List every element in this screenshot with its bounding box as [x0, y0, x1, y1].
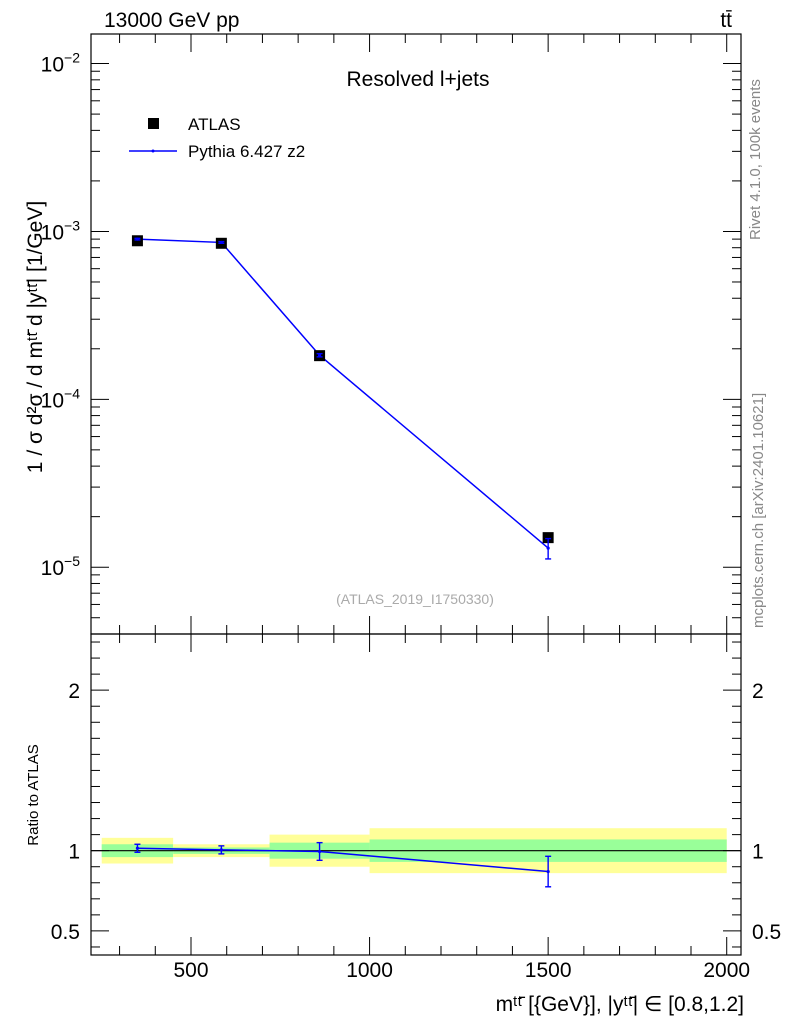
legend-marker-atlas [148, 118, 159, 129]
xtick-label: 2000 [703, 959, 750, 982]
ratio-panel: 0.5 0.5 1 1 2 2 500 1000 1500 2000 Ratio to ATLAS… [25, 633, 781, 1016]
ratio-point [219, 848, 223, 852]
ratio-ytick-label-left: 1 [68, 841, 80, 864]
pythia-line [137, 238, 549, 549]
main-panel-ticks [91, 34, 741, 635]
atlas-point [131, 235, 143, 247]
main-y-axis-label: 1 / σ d²σ / d mᵗᵗ̄ d |yᵗᵗ̄| [1/GeV] [24, 201, 47, 473]
main-ytick-labels: 10−5 10−4 10−3 10−2 [41, 50, 81, 581]
ratio-ytick-label-right: 0.5 [752, 921, 781, 944]
ratio-ytick-label-right: 1 [752, 841, 764, 864]
ratio-ytick-label-left: 2 [68, 680, 80, 703]
ratio-tick-labels: 0.5 0.5 1 1 2 2 500 1000 1500 2000 [51, 680, 781, 982]
ratio-point [317, 849, 322, 854]
legend-label-atlas: ATLAS [188, 115, 241, 134]
rivet-version-label: Rivet 4.1.0, 100k events [747, 79, 764, 240]
legend-dot-pythia [151, 149, 155, 153]
energy-label: 13000 GeV pp [104, 9, 239, 32]
main-ytick-label: 10−3 [41, 217, 81, 244]
ratio-y-axis-label: Ratio to ATLAS [25, 744, 42, 845]
pythia-point [546, 546, 550, 550]
pythia-point [317, 353, 322, 357]
ratio-point [546, 869, 550, 874]
ratio-point [135, 846, 140, 850]
ratio-panel-frame [90, 633, 742, 956]
legend: ATLAS Pythia 6.427 z2 [129, 115, 305, 161]
ratio-ytick-label-left: 0.5 [51, 921, 80, 944]
main-panel: 10−5 10−4 10−3 10−2 Resolved l+jets (ATLAS_… [24, 33, 742, 635]
main-title: Resolved l+jets [347, 68, 490, 91]
xtick-label: 1000 [346, 959, 393, 982]
ratio-ytick-label-right: 2 [752, 680, 764, 703]
xtick-label: 1500 [525, 959, 572, 982]
process-label: tt̄ [720, 9, 732, 32]
x-axis-label: mᵗᵗ̄ [{GeV}], |yᵗᵗ̄| ∈ [0.8,1.2] [496, 993, 744, 1016]
pythia-point [219, 240, 223, 245]
source-label: mcplots.cern.ch [arXiv:2401.10621] [750, 393, 767, 628]
main-ytick-label: 10−2 [41, 50, 81, 77]
ratio-series [134, 841, 552, 888]
main-ytick-label: 10−4 [41, 385, 81, 412]
main-series [131, 235, 554, 560]
ratio-pythia-line [137, 847, 549, 873]
watermark-label: (ATLAS_2019_I1750330) [336, 591, 494, 607]
atlas-point [542, 532, 554, 544]
legend-label-pythia: Pythia 6.427 z2 [188, 142, 305, 161]
ratio-panel-ticks [91, 634, 741, 955]
main-ytick-label: 10−5 [41, 553, 81, 580]
xtick-label: 500 [173, 959, 208, 982]
pythia-point [135, 237, 140, 241]
